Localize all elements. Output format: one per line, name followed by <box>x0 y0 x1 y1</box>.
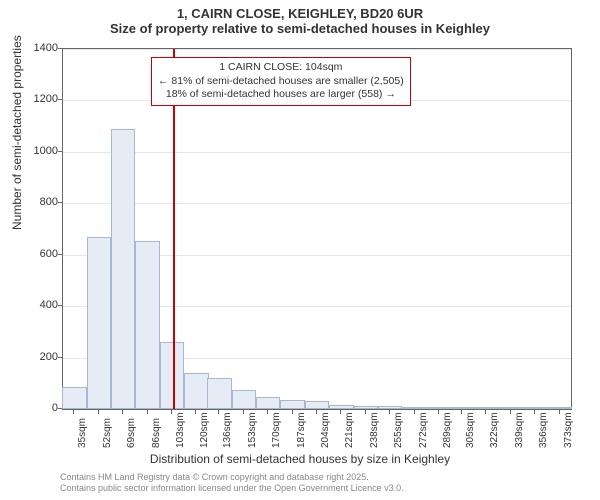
x-tick-mark <box>389 410 390 414</box>
x-tick-label: 339sqm <box>514 412 525 448</box>
x-tick-mark <box>195 410 196 414</box>
x-tick-label: 204sqm <box>320 412 331 448</box>
x-tick-mark <box>267 410 268 414</box>
y-tick-label: 400 <box>40 299 58 311</box>
histogram-bar <box>547 407 571 409</box>
y-tick-mark <box>58 408 62 409</box>
chart-title-line2: Size of property relative to semi-detach… <box>0 21 600 36</box>
histogram-bar <box>499 407 523 409</box>
y-tick-label: 1400 <box>34 42 58 54</box>
grid-line <box>63 152 571 153</box>
x-tick-mark <box>559 410 560 414</box>
annotation-line1: 1 CAIRN CLOSE: 104sqm <box>158 61 404 75</box>
x-tick-label: 305sqm <box>465 412 476 448</box>
histogram-bar <box>207 378 231 409</box>
histogram-bar <box>354 406 378 409</box>
y-tick-mark <box>58 254 62 255</box>
x-tick-mark <box>365 410 366 414</box>
y-tick-mark <box>58 357 62 358</box>
x-tick-label: 52sqm <box>102 418 113 448</box>
y-tick-label: 1200 <box>34 93 58 105</box>
chart-title-block: 1, CAIRN CLOSE, KEIGHLEY, BD20 6UR Size … <box>0 0 600 36</box>
x-tick-mark <box>534 410 535 414</box>
x-axis-label: Distribution of semi-detached houses by … <box>0 452 600 466</box>
x-tick-label: 120sqm <box>199 412 210 448</box>
histogram-bar <box>232 390 256 409</box>
histogram-bar <box>450 407 474 409</box>
x-tick-label: 86sqm <box>151 418 162 448</box>
annotation-line2: ← 81% of semi-detached houses are smalle… <box>158 75 404 89</box>
y-tick-mark <box>58 99 62 100</box>
x-tick-label: 170sqm <box>271 412 282 448</box>
histogram-bar <box>184 373 208 409</box>
histogram-bar <box>474 407 498 409</box>
x-tick-label: 103sqm <box>175 412 186 448</box>
histogram-bar <box>160 342 184 409</box>
x-tick-mark <box>98 410 99 414</box>
x-tick-label: 272sqm <box>418 412 429 448</box>
x-tick-label: 373sqm <box>563 412 574 448</box>
x-tick-label: 69sqm <box>126 418 137 448</box>
x-tick-mark <box>438 410 439 414</box>
y-tick-label: 200 <box>40 351 58 363</box>
histogram-bar <box>111 129 135 409</box>
footer-line1: Contains HM Land Registry data © Crown c… <box>60 472 404 483</box>
x-tick-label: 187sqm <box>296 412 307 448</box>
x-tick-label: 255sqm <box>393 412 404 448</box>
x-tick-mark <box>171 410 172 414</box>
histogram-bar <box>378 406 402 409</box>
y-tick-label: 1000 <box>34 145 58 157</box>
x-tick-mark <box>461 410 462 414</box>
y-tick-mark <box>58 151 62 152</box>
x-tick-label: 356sqm <box>538 412 549 448</box>
x-tick-label: 289sqm <box>442 412 453 448</box>
histogram-bar <box>62 387 86 409</box>
x-tick-mark <box>340 410 341 414</box>
histogram-bar <box>87 237 111 409</box>
x-tick-mark <box>147 410 148 414</box>
annotation-line3: 18% of semi-detached houses are larger (… <box>158 88 404 102</box>
histogram-bar <box>329 405 353 409</box>
histogram-bar <box>305 401 329 409</box>
histogram-bar <box>256 397 280 409</box>
x-tick-mark <box>73 410 74 414</box>
histogram-bar <box>280 400 304 409</box>
x-tick-label: 238sqm <box>369 412 380 448</box>
x-tick-mark <box>414 410 415 414</box>
x-tick-label: 221sqm <box>344 412 355 448</box>
histogram-bar <box>427 407 451 409</box>
x-tick-label: 153sqm <box>247 412 258 448</box>
histogram-bar <box>523 407 547 409</box>
grid-line <box>63 49 571 50</box>
y-tick-label: 600 <box>40 248 58 260</box>
footer-line2: Contains public sector information licen… <box>60 483 404 494</box>
x-tick-mark <box>485 410 486 414</box>
x-tick-mark <box>510 410 511 414</box>
y-tick-mark <box>58 305 62 306</box>
x-tick-mark <box>218 410 219 414</box>
chart-title-line1: 1, CAIRN CLOSE, KEIGHLEY, BD20 6UR <box>0 6 600 21</box>
annotation-box: 1 CAIRN CLOSE: 104sqm ← 81% of semi-deta… <box>151 57 411 106</box>
x-tick-mark <box>243 410 244 414</box>
histogram-bar <box>135 241 159 409</box>
footer-attribution: Contains HM Land Registry data © Crown c… <box>60 472 404 494</box>
x-tick-mark <box>292 410 293 414</box>
chart-container: 1, CAIRN CLOSE, KEIGHLEY, BD20 6UR Size … <box>0 0 600 500</box>
x-tick-mark <box>316 410 317 414</box>
plot-area: 1 CAIRN CLOSE: 104sqm ← 81% of semi-deta… <box>62 48 572 410</box>
x-tick-label: 35sqm <box>77 418 88 448</box>
y-tick-mark <box>58 202 62 203</box>
histogram-bar <box>402 407 426 409</box>
y-tick-mark <box>58 48 62 49</box>
x-tick-label: 136sqm <box>222 412 233 448</box>
x-tick-mark <box>122 410 123 414</box>
x-tick-label: 322sqm <box>489 412 500 448</box>
y-tick-label: 800 <box>40 196 58 208</box>
grid-line <box>63 203 571 204</box>
y-axis-label: Number of semi-detached properties <box>10 35 24 230</box>
